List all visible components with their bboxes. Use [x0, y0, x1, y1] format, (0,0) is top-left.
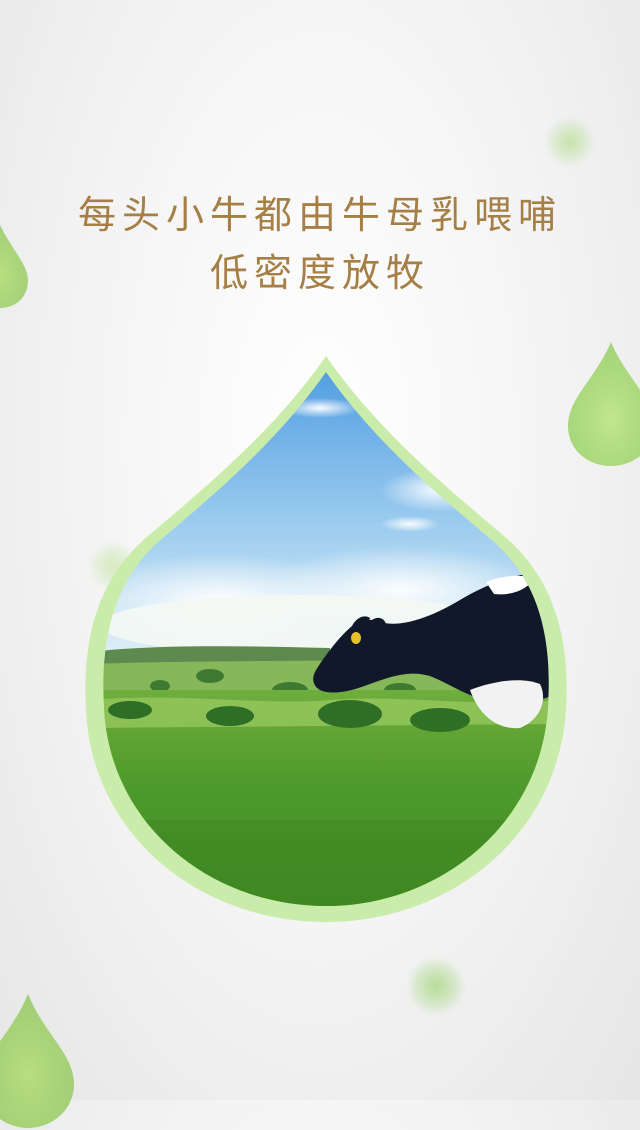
pasture-photo-droplet — [85, 356, 567, 922]
bokeh-dot — [548, 120, 592, 164]
headline: 每头小牛都由牛母乳喂哺 低密度放牧 — [0, 186, 640, 302]
bokeh-dot — [92, 545, 134, 587]
decor-droplet-bottom — [0, 994, 74, 1128]
cow-figure — [313, 570, 549, 729]
headline-line-1: 每头小牛都由牛母乳喂哺 — [77, 193, 562, 237]
headline-line-2: 低密度放牧 — [209, 251, 430, 295]
decor-droplet-left — [0, 225, 28, 308]
bokeh-dot — [410, 960, 462, 1012]
decor-droplet-right — [568, 342, 640, 466]
